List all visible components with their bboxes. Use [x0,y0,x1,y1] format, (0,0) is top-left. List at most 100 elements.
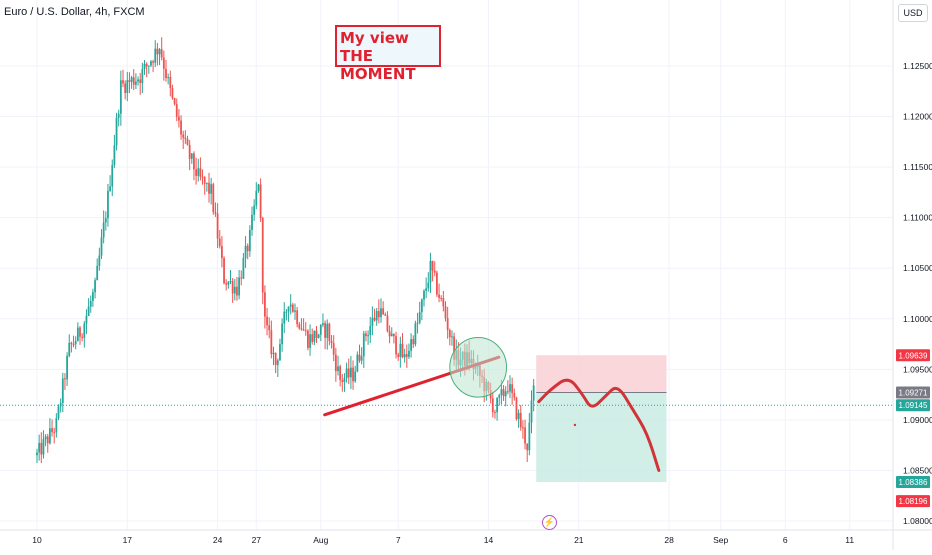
candle-body [272,352,275,355]
candle-body [221,246,223,259]
candle-body [128,80,131,82]
candle-body [429,260,432,283]
candle-body [405,354,408,357]
candle-body [362,333,365,357]
candle-body [68,342,71,356]
candle-body [240,277,243,279]
candle-body [322,323,324,325]
candle-body [167,77,170,79]
candle-body [354,371,357,382]
candle-body [85,315,88,324]
candle-body [244,245,247,259]
price-label-bg-low [896,495,930,508]
candle-body [431,260,434,271]
candle-body [248,230,251,252]
x-tick-label: 10 [32,535,42,545]
candle-body [532,385,535,401]
candle-body [208,182,210,194]
x-tick-label: Sep [713,535,728,545]
candle-body [203,177,206,184]
candle-body [304,330,307,332]
candle-body [302,329,305,331]
candle-body [334,354,337,372]
y-tick-label: 1.12000 [903,112,932,122]
candle-body [55,418,58,433]
candle-body [160,49,163,58]
candle-body [137,79,139,82]
candle-body [412,339,415,345]
candle-body [40,442,43,455]
annotation-note[interactable]: My view THE MOMENT [335,25,441,83]
candle-body [283,311,286,324]
candle-body [319,324,322,335]
candle-body [190,153,193,159]
candle-body [530,400,533,423]
candle-body [141,69,144,84]
candle-body [427,282,430,289]
candle-body [74,341,77,345]
candle-body [313,330,316,342]
candle-body [309,334,311,348]
candle-body [242,258,245,279]
candle-body [70,342,73,345]
candle-body [365,333,367,337]
candle-body [296,310,299,325]
candle-body [491,398,494,413]
candle-body [145,63,148,67]
candle-body [169,77,172,88]
candle-body [522,427,524,429]
y-tick-label: 1.11500 [903,162,932,172]
candle-body [259,184,262,218]
candle-body [377,311,380,318]
candle-body [107,190,109,219]
candle-body [162,57,165,69]
candle-body [253,205,256,215]
candle-body [173,98,176,105]
drawings [323,337,661,472]
candle-body [261,217,264,293]
annotation-line-2: MOMENT [340,65,416,83]
y-tick-label: 1.12500 [903,61,932,71]
candle-body [397,354,400,357]
candle-body [332,343,335,355]
candle-body [524,427,526,444]
candle-body [214,212,217,214]
lightning-event-icon[interactable]: ⚡ [542,515,557,530]
candle-body [130,77,133,82]
candle-body [180,120,182,135]
candle-body [212,184,215,213]
x-tick-label: 24 [213,535,223,545]
currency-button[interactable]: USD [898,4,928,22]
candle-body [343,378,346,382]
candle-body [49,428,51,444]
candle-body [205,182,208,184]
price-label-low: 1.08196 [899,497,928,506]
candle-body [373,317,376,321]
candle-body [358,354,361,361]
candle-body [509,384,511,392]
candle-body [195,169,197,176]
candle-body [171,87,174,99]
candle-body [500,389,503,396]
candle-body [111,165,114,187]
y-tick-label: 1.08500 [903,465,932,475]
candle-body [506,391,509,393]
candle-body [193,153,195,170]
price-label-bg-entry [896,386,930,399]
candle-body [186,139,189,145]
candle-body [511,384,514,394]
candle-body [66,355,68,380]
candle-body [279,344,281,361]
price-label-bg-current [896,399,930,412]
candle-body [526,443,529,451]
price-label-target: 1.08386 [899,478,928,487]
candles [36,37,535,464]
candle-body [410,339,412,351]
candle-body [199,168,202,177]
candle-body [423,290,425,300]
candle-body [311,334,314,342]
candle-body [517,412,520,420]
candle-body [109,186,111,191]
